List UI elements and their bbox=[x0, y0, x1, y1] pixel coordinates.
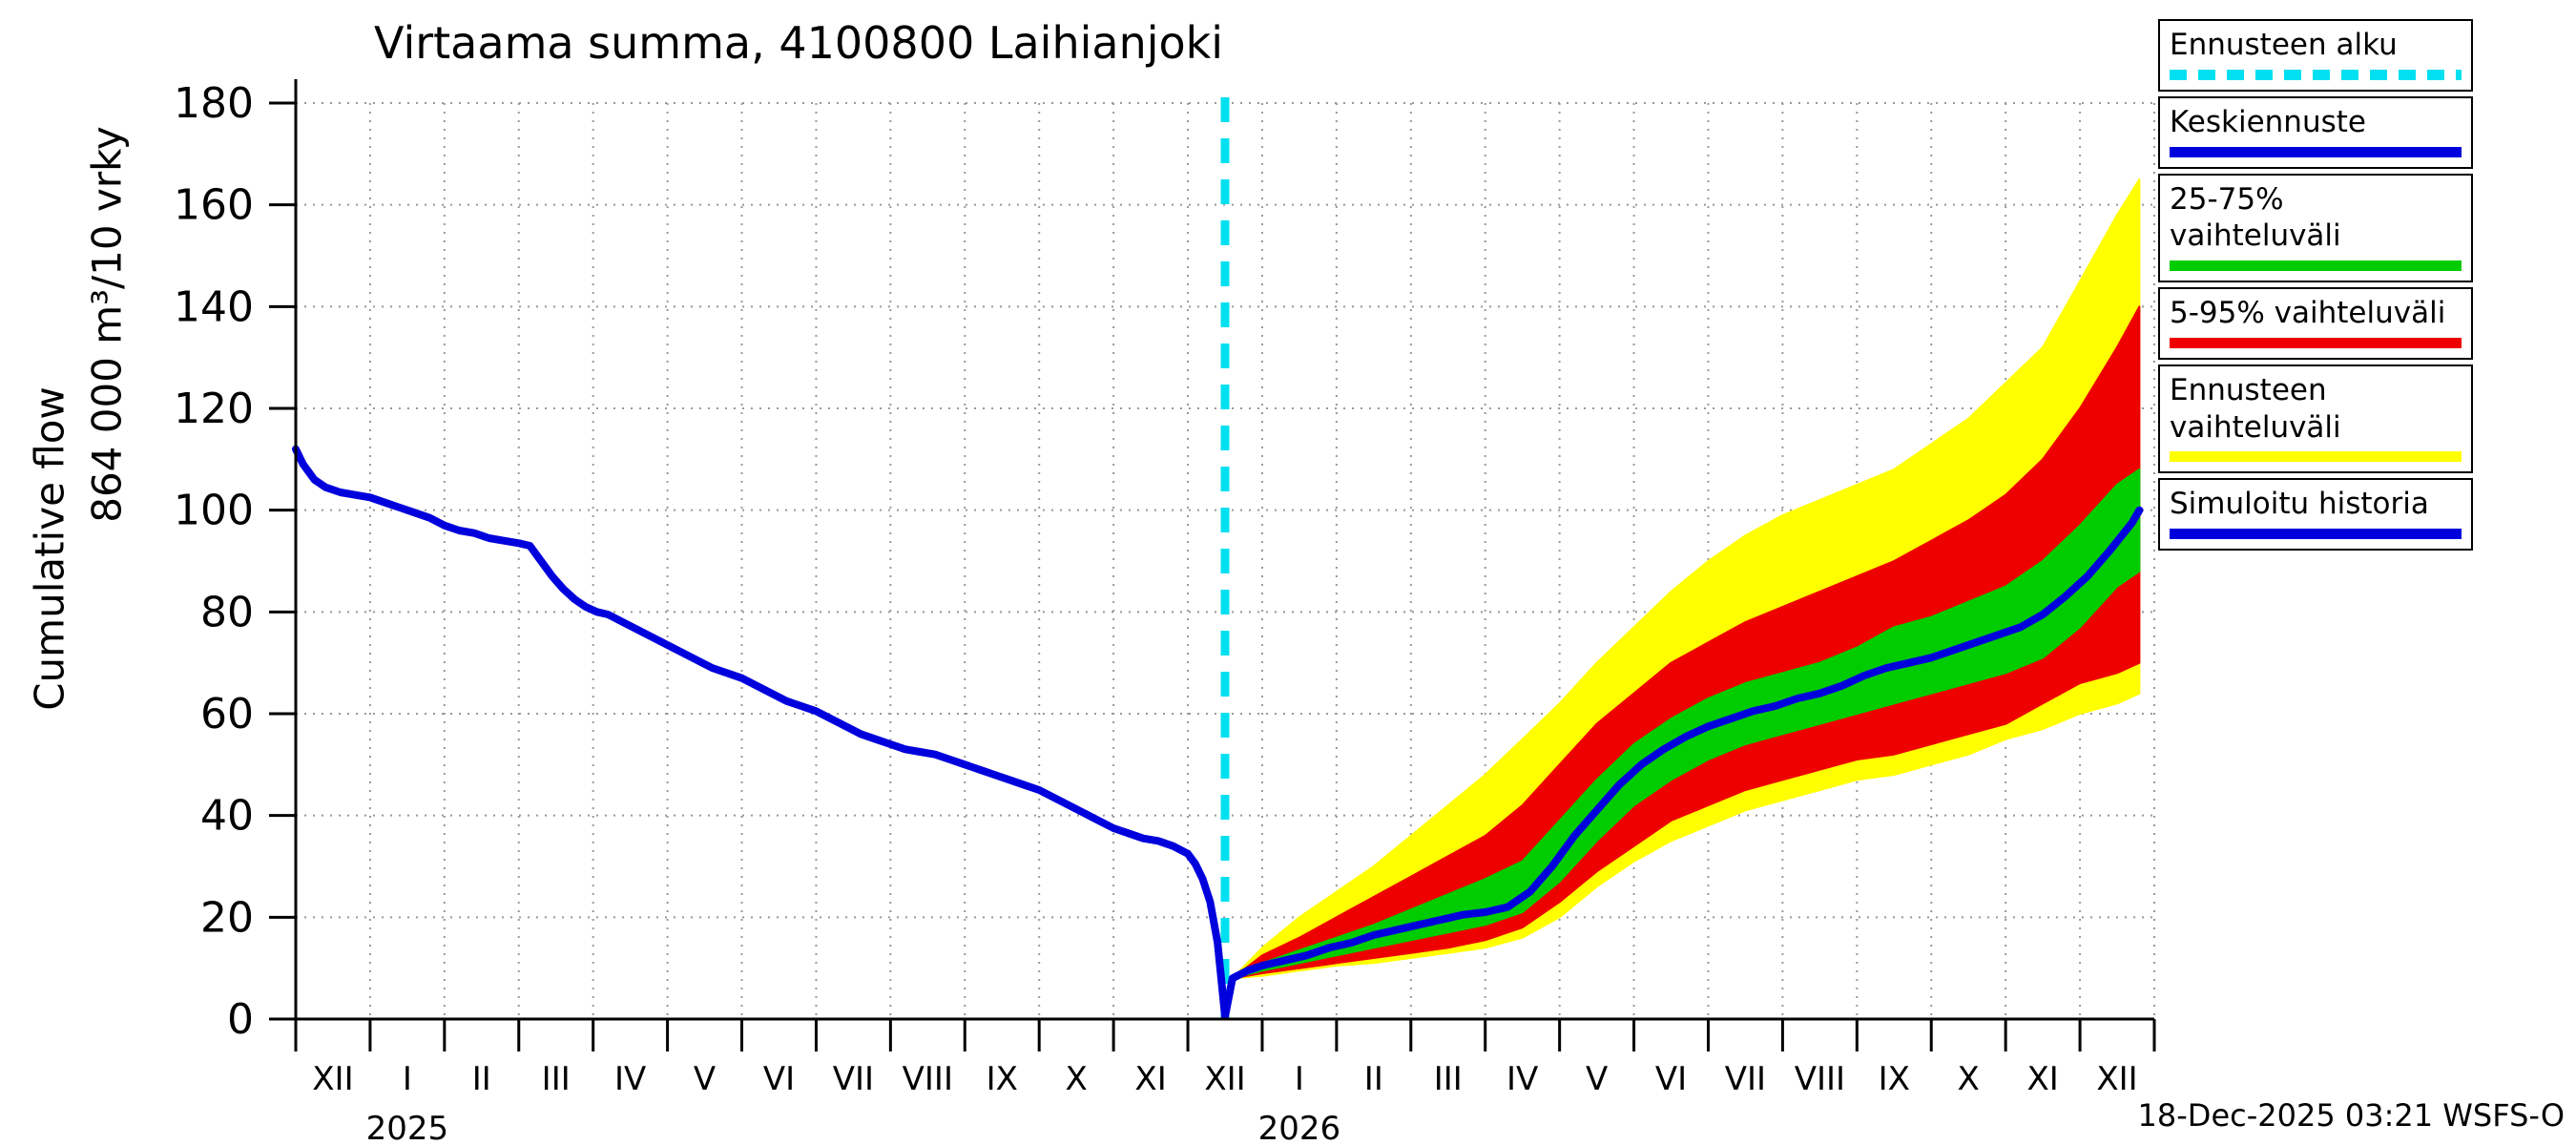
x-month-label: V bbox=[1586, 1060, 1608, 1098]
legend-item: Simuloitu historia bbox=[2158, 478, 2473, 551]
y-tick-label: 160 bbox=[174, 181, 254, 230]
x-month-label: I bbox=[1295, 1060, 1304, 1098]
x-month-label: II bbox=[472, 1060, 491, 1098]
legend-item-label: Keskiennuste bbox=[2170, 104, 2366, 139]
chart-title: Virtaama summa, 4100800 Laihianjoki bbox=[374, 17, 1224, 69]
x-month-label: VI bbox=[1655, 1060, 1687, 1098]
y-tick-label: 140 bbox=[174, 282, 254, 331]
legend-item-label: Ennusteen alku bbox=[2170, 28, 2398, 62]
y-axis-unit-label: 864 000 m³/10 vrky bbox=[83, 126, 131, 523]
x-month-label: VII bbox=[1725, 1060, 1766, 1098]
legend-line-swatch bbox=[2170, 451, 2462, 463]
x-month-label: IX bbox=[987, 1060, 1018, 1098]
y-axis-label: Cumulative flow bbox=[26, 386, 73, 711]
median-line bbox=[1221, 506, 2144, 1021]
band-25-75 bbox=[1231, 468, 2141, 980]
x-month-label: IV bbox=[1506, 1060, 1538, 1098]
x-month-label: I bbox=[403, 1060, 412, 1098]
legend-item-label: Ennusteen vaihteluväli bbox=[2170, 372, 2341, 445]
x-month-label: V bbox=[694, 1060, 716, 1098]
legend-dashed-line-swatch bbox=[2170, 69, 2462, 80]
y-tick-label: 40 bbox=[200, 792, 254, 841]
x-month-label: XII bbox=[312, 1060, 353, 1098]
x-month-label: VI bbox=[763, 1060, 795, 1098]
y-tick-label: 20 bbox=[200, 893, 254, 942]
legend-item: Ennusteen vaihteluväli bbox=[2158, 364, 2473, 474]
axes bbox=[269, 79, 2156, 1051]
y-tick-label: 80 bbox=[200, 588, 254, 636]
timestamp: 18-Dec-2025 03:21 WSFS-O bbox=[2137, 1097, 2565, 1134]
legend: Ennusteen alku Keskiennuste 25-75% vaihtel… bbox=[2158, 19, 2473, 551]
x-month-label: IV bbox=[614, 1060, 646, 1098]
legend-item: Ennusteen alku bbox=[2158, 19, 2473, 92]
x-month-label: XI bbox=[2026, 1060, 2058, 1098]
legend-line-swatch bbox=[2170, 529, 2462, 539]
legend-line-swatch bbox=[2170, 337, 2462, 348]
x-month-label: III bbox=[1434, 1060, 1463, 1098]
year-label: 2026 bbox=[1258, 1110, 1341, 1145]
x-month-label: XI bbox=[1134, 1060, 1166, 1098]
x-month-label: VIII bbox=[903, 1060, 953, 1098]
history-line bbox=[292, 445, 1229, 1021]
legend-item: Keskiennuste bbox=[2158, 95, 2473, 169]
x-month-label: IX bbox=[1879, 1060, 1910, 1098]
x-month-label: II bbox=[1364, 1060, 1383, 1098]
x-month-label: VII bbox=[833, 1060, 874, 1098]
y-tick-label: 60 bbox=[200, 690, 254, 739]
x-month-label: VIII bbox=[1795, 1060, 1845, 1098]
y-tick-label: 120 bbox=[174, 385, 254, 433]
legend-line-swatch bbox=[2170, 146, 2462, 157]
legend-item-label: 25-75% vaihteluväli bbox=[2170, 181, 2341, 254]
legend-line-swatch bbox=[2170, 260, 2462, 271]
legend-item: 25-75% vaihteluväli bbox=[2158, 173, 2473, 282]
year-label: 2025 bbox=[366, 1110, 449, 1145]
x-month-label: III bbox=[542, 1060, 571, 1098]
y-tick-label: 180 bbox=[174, 79, 254, 128]
x-month-label: XII bbox=[2096, 1060, 2137, 1098]
legend-item: 5-95% vaihteluväli bbox=[2158, 287, 2473, 360]
y-tick-label: 100 bbox=[174, 487, 254, 535]
x-month-label: XII bbox=[1204, 1060, 1245, 1098]
legend-item-label: Simuloitu historia bbox=[2170, 487, 2429, 522]
legend-item-label: 5-95% vaihteluväli bbox=[2170, 296, 2446, 330]
y-tick-label: 0 bbox=[227, 995, 254, 1044]
x-month-label: X bbox=[1958, 1060, 1980, 1098]
x-month-label: X bbox=[1066, 1060, 1088, 1098]
